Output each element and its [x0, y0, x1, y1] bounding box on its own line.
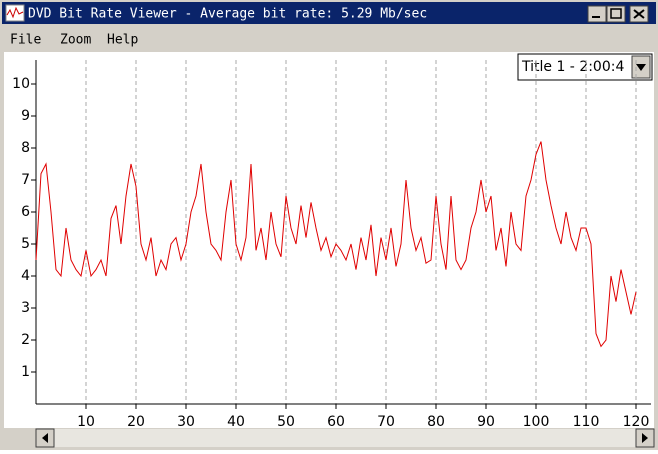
- x-tick-label: 70: [377, 414, 395, 430]
- y-tick-label: 10: [12, 76, 30, 92]
- x-tick-label: 20: [127, 414, 145, 430]
- dropdown-text: Title 1 - 2:00:4: [521, 59, 624, 75]
- x-tick-label: 50: [277, 414, 295, 430]
- window-title: DVD Bit Rate Viewer - Average bit rate: …: [28, 7, 427, 22]
- x-tick-label: 110: [573, 414, 600, 430]
- data-line: [35, 141, 637, 348]
- x-tick-label: 10: [77, 414, 95, 430]
- y-tick-label: 6: [21, 204, 30, 220]
- y-tick-label: 9: [21, 108, 30, 124]
- x-tick-label: 30: [177, 414, 195, 430]
- x-tick-label: 90: [477, 414, 495, 430]
- app-icon: [5, 4, 25, 22]
- x-tick-label: 80: [427, 414, 445, 430]
- y-tick-label: 1: [21, 364, 30, 380]
- y-tick-label: 2: [21, 332, 30, 348]
- x-tick-label: 100: [523, 414, 550, 430]
- y-tick-label: 7: [21, 172, 30, 188]
- x-tick-label: 60: [327, 414, 345, 430]
- y-tick-label: 5: [21, 236, 30, 252]
- x-tick-label: 40: [227, 414, 245, 430]
- x-tick-label: 120: [623, 414, 650, 430]
- minimize-button[interactable]: [587, 5, 607, 23]
- title-bar: [2, 2, 656, 24]
- horizontal-scrollbar[interactable]: [35, 428, 655, 448]
- menu-file[interactable]: File: [10, 33, 41, 48]
- chart-area: [4, 52, 654, 428]
- close-button[interactable]: [629, 5, 649, 23]
- app-icon-graph: [6, 6, 24, 19]
- y-tick-label: 3: [21, 300, 30, 316]
- y-tick-label: 4: [21, 268, 30, 284]
- title-dropdown[interactable]: Title 1 - 2:00:4: [517, 53, 653, 81]
- menu-help[interactable]: Help: [107, 33, 138, 48]
- menu-zoom[interactable]: Zoom: [60, 33, 91, 48]
- y-tick-label: 8: [21, 140, 30, 156]
- chart: 10 20 30 40 50 60 70 80 90 100 110 120 1 2 3 4 5 6 7 8 9 10: [12, 60, 651, 430]
- maximize-button[interactable]: [606, 5, 626, 23]
